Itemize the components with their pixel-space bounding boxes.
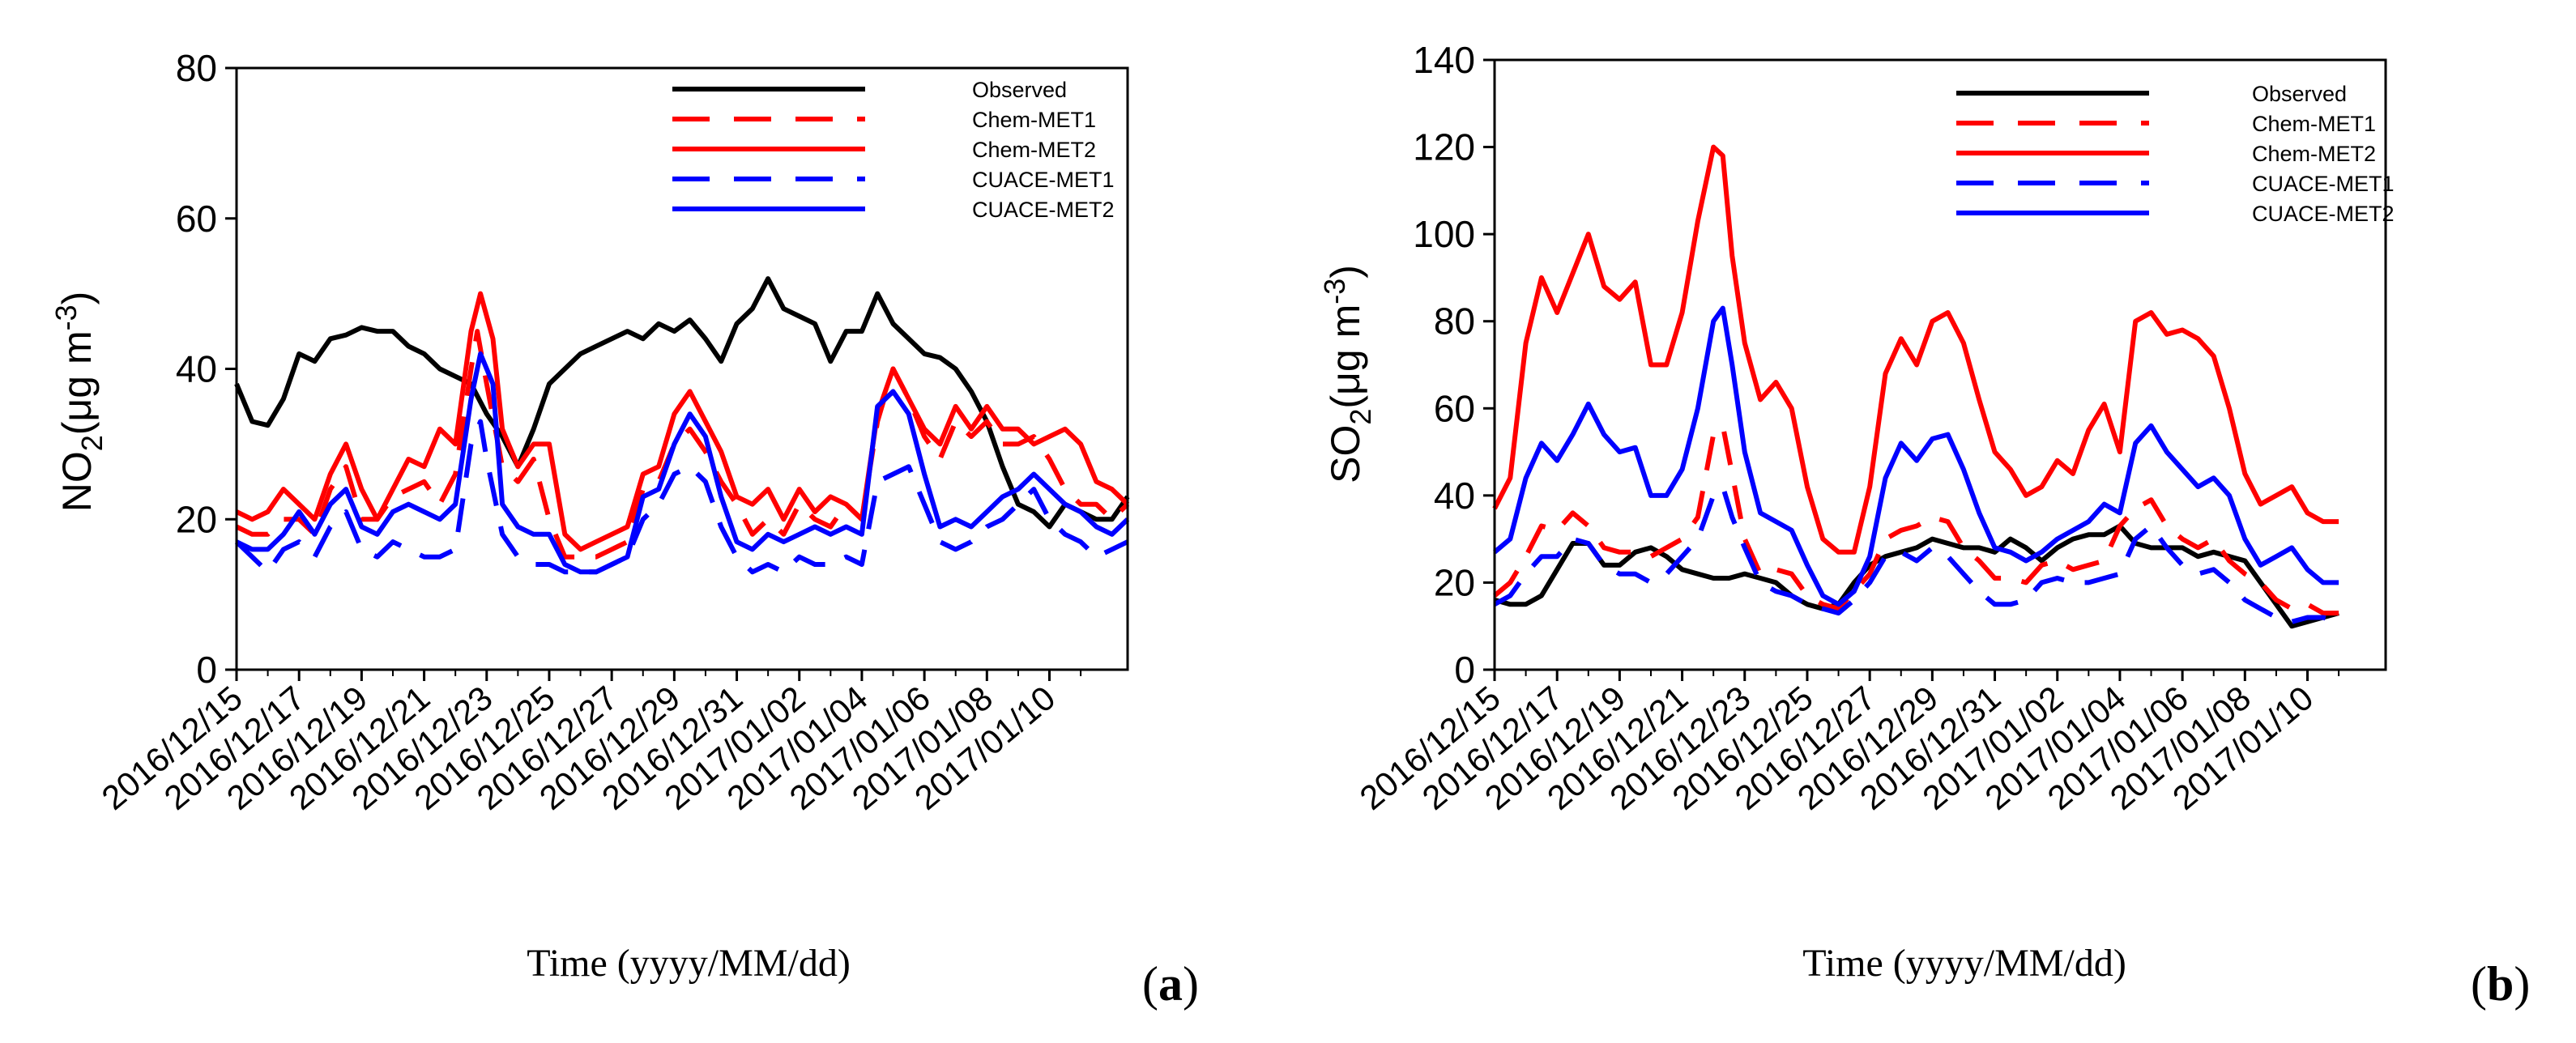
panel-a-y-axis: 0 20 40 60 80 [176,47,237,691]
y-tick-label: 0 [1454,649,1475,691]
y-tick-label: 40 [1434,475,1475,517]
panel-a-legend: Observed Chem-MET1 Chem-MET2 CUACE-MET1 CUAC… [672,78,1115,222]
panel-b-so2-chart: 0 20 40 60 80 100 120 140 2016/12/152016/12/172… [1318,39,2530,1011]
panel-a-series-group [234,276,1130,575]
y-tick-label: 120 [1413,126,1475,168]
y-tick-label: 20 [176,498,217,540]
y-tick-label: 100 [1413,213,1475,255]
panel-b-y-axis-label: SO2(μg m-3) [1318,265,1377,483]
series-line-cuace-met1 [234,419,1129,575]
legend-label: CUACE-MET1 [972,168,1115,192]
series-line-observed [234,276,1130,530]
series-line-cuace-met2 [235,351,1130,575]
legend-label: Chem-MET2 [972,138,1096,162]
y-tick-label: 60 [1434,387,1475,429]
panel-b-x-axis-label: Time (yyyy/MM/dd) [1802,942,2126,985]
y-tick-label: 140 [1413,39,1475,81]
legend-label: Chem-MET1 [2252,112,2376,136]
series-line-observed [1494,523,2339,629]
y-tick-label: 80 [1434,300,1475,343]
panel-a-x-axis: 2016/12/152016/12/172016/12/192016/12/21… [95,670,1082,817]
panel-b-legend: Observed Chem-MET1 Chem-MET2 CUACE-MET1 CUAC… [1956,82,2395,226]
panel-b-y-axis: 0 20 40 60 80 100 120 140 [1413,39,1495,691]
panel-a-no2-chart: 0 20 40 60 80 2016/12/152016/12/172016/12/19… [49,47,1199,1011]
series-line-chem-met1 [1493,423,2339,616]
legend-label: CUACE-MET1 [2252,172,2395,196]
legend-label: CUACE-MET2 [2252,202,2395,226]
series-line-chem-met2 [235,291,1130,552]
y-tick-label: 80 [176,47,217,89]
legend-label: Chem-MET2 [2252,142,2376,166]
panel-b-x-axis: 2016/12/152016/12/172016/12/192016/12/21… [1353,670,2340,817]
series-line-cuace-met2 [1493,305,2339,607]
series-line-chem-met1 [235,329,1130,560]
panel-b-series-group [1492,144,2339,629]
legend-label: CUACE-MET2 [972,198,1115,222]
legend-label: Observed [972,78,1067,102]
y-tick-label: 40 [176,348,217,390]
legend-label: Observed [2252,82,2347,106]
series-line-chem-met2 [1492,144,2339,555]
y-tick-label: 60 [176,198,217,240]
panel-b-tag: (b) [2471,957,2530,1011]
panel-a-x-axis-label: Time (yyyy/MM/dd) [527,942,851,985]
legend-label: Chem-MET1 [972,108,1096,132]
series-line-cuace-met1 [1493,484,2339,624]
panel-a-tag: (a) [1142,957,1199,1011]
y-tick-label: 0 [196,649,217,691]
y-tick-label: 20 [1434,561,1475,603]
panel-a-y-axis-label: NO2(μg m-3) [49,292,109,513]
panel-b-plot-frame [1493,58,2387,671]
